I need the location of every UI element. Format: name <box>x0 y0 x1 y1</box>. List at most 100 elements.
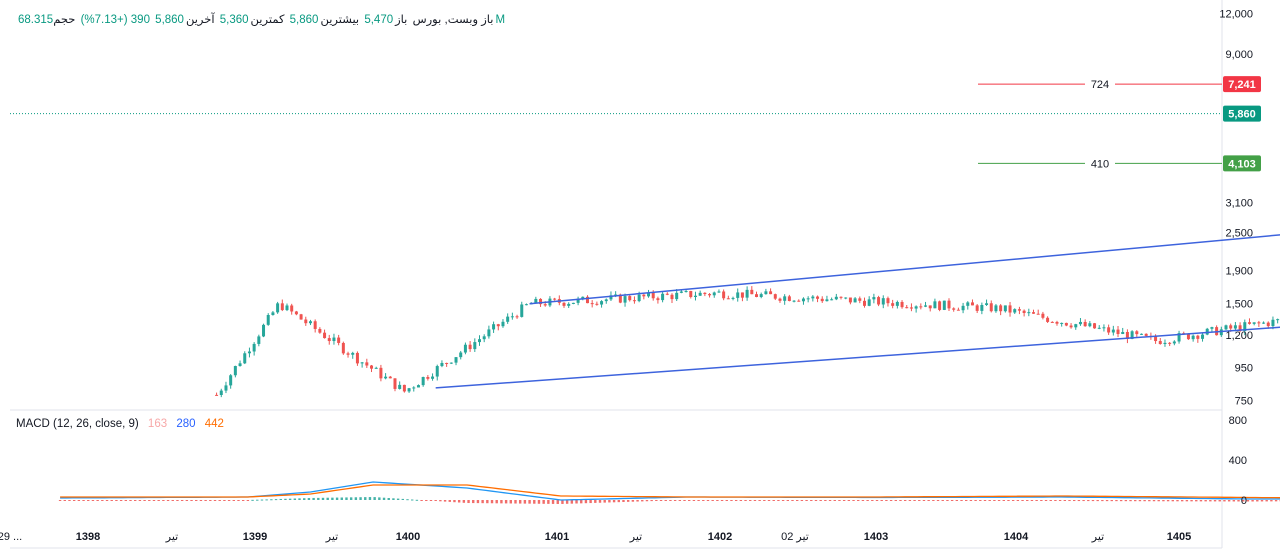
macd-histogram-bar <box>645 500 649 502</box>
candle-body <box>393 378 397 389</box>
candle-body <box>1013 309 1017 313</box>
macd-histogram-bar <box>1171 500 1174 502</box>
macd-histogram-bar <box>1124 500 1128 502</box>
candle-body <box>764 291 768 295</box>
candle-body <box>1262 322 1266 324</box>
candle-body <box>858 298 862 301</box>
macd-histogram-bar <box>556 500 559 504</box>
macd-histogram-bar <box>706 500 710 501</box>
candle-body <box>985 303 989 305</box>
candle-body <box>975 305 979 311</box>
macd-histogram-bar <box>213 500 217 501</box>
macd-histogram-bar <box>542 500 545 504</box>
macd-histogram-bar <box>575 500 578 504</box>
candle-body <box>966 302 970 306</box>
macd-legend[interactable]: MACD (12, 26, close, 9) 163 280 442 <box>16 418 224 430</box>
macd-y-tick-label: 800 <box>1229 415 1247 427</box>
macd-histogram-bar <box>1021 500 1024 501</box>
macd-histogram-bar <box>1190 500 1193 502</box>
candle-body <box>740 292 744 298</box>
candle-body <box>412 387 416 389</box>
candle-body <box>501 321 505 327</box>
candle-body <box>1064 322 1068 326</box>
macd-histogram-bar <box>265 499 268 501</box>
macd-histogram-bar <box>1035 500 1038 501</box>
level-label: 410 <box>1091 158 1109 170</box>
macd-histogram-bar <box>368 497 372 500</box>
candle-body <box>473 342 477 350</box>
candle-body <box>848 297 852 303</box>
macd-histogram-bar <box>312 497 315 500</box>
candle-body <box>736 292 740 298</box>
candle-body <box>224 385 228 391</box>
candle-body <box>590 303 594 305</box>
candle-body <box>1205 328 1209 335</box>
candle-body <box>463 344 467 353</box>
macd-histogram-bar <box>664 500 667 501</box>
macd-histogram-bar <box>68 500 71 501</box>
macd-histogram-bar <box>101 500 104 501</box>
candle-body <box>806 298 810 300</box>
y-tick-label: 12,000 <box>1219 9 1253 21</box>
candle-body <box>1003 305 1007 312</box>
macd-histogram-bar <box>148 500 151 501</box>
macd-histogram-bar <box>1007 500 1010 501</box>
candle-body <box>280 303 284 311</box>
macd-histogram-bar <box>678 500 682 501</box>
macd-histogram-bar <box>880 500 883 501</box>
macd-histogram-bar <box>439 500 442 502</box>
candle-body <box>750 289 754 295</box>
macd-histogram-bar <box>565 500 569 504</box>
macd-histogram-bar <box>1044 500 1048 501</box>
high-value: 5,860 <box>289 14 319 26</box>
macd-histogram-bar <box>617 500 620 503</box>
candle-body <box>1097 327 1101 329</box>
macd-histogram-bar <box>415 499 419 501</box>
macd-histogram-bar <box>162 500 165 501</box>
macd-histogram-bar <box>570 500 574 504</box>
candle-body <box>787 296 791 301</box>
candle-body <box>1168 342 1172 344</box>
macd-histogram-bar <box>490 500 494 504</box>
macd-histogram-bar <box>110 500 113 501</box>
candle-body <box>1271 319 1275 327</box>
macd-histogram-bar <box>476 500 480 504</box>
horizontal-levels: 724 410 <box>10 79 1222 170</box>
candle-body <box>1078 321 1082 325</box>
candle-body <box>689 291 693 298</box>
macd-histogram-bar <box>392 498 395 500</box>
symbol-title[interactable]: باز وبست, بورس <box>412 14 494 26</box>
candle-body <box>1266 322 1270 327</box>
candle-body <box>562 302 566 306</box>
macd-histogram-bar <box>824 500 827 501</box>
candle-body <box>642 294 646 297</box>
macd-histogram-bar <box>871 500 874 501</box>
candle-body <box>717 291 721 293</box>
macd-line-value: 280 <box>176 418 196 430</box>
candle-body <box>1196 335 1200 339</box>
macd-histogram-bar <box>965 500 968 501</box>
macd-histogram-bar <box>270 499 273 501</box>
macd-histogram-bar <box>547 500 550 504</box>
x-tick-label: 02 تیر <box>781 531 809 543</box>
macd-histogram-bar <box>138 500 142 501</box>
macd-histogram-bar <box>908 500 912 501</box>
candle-body <box>797 300 801 302</box>
macd-histogram-bar <box>1063 500 1067 502</box>
candle-body <box>1144 333 1148 336</box>
candle-body <box>970 302 974 306</box>
macd-histogram-bar <box>91 500 95 501</box>
macd-histogram-bar <box>720 500 724 501</box>
macd-histogram-bar <box>1251 500 1254 502</box>
macd-legend-label: MACD (12, 26, close, 9) <box>16 418 139 430</box>
candle-body <box>755 294 759 297</box>
macd-histogram-bar <box>345 497 348 500</box>
candle-body <box>1017 309 1021 311</box>
macd-histogram-bar <box>950 500 954 501</box>
macd-histogram-bar <box>1134 500 1137 502</box>
macd-histogram-bar <box>157 500 160 501</box>
macd-histogram-bar <box>1152 500 1156 502</box>
macd-histogram-bar <box>1105 500 1109 502</box>
candle-body <box>571 302 575 304</box>
